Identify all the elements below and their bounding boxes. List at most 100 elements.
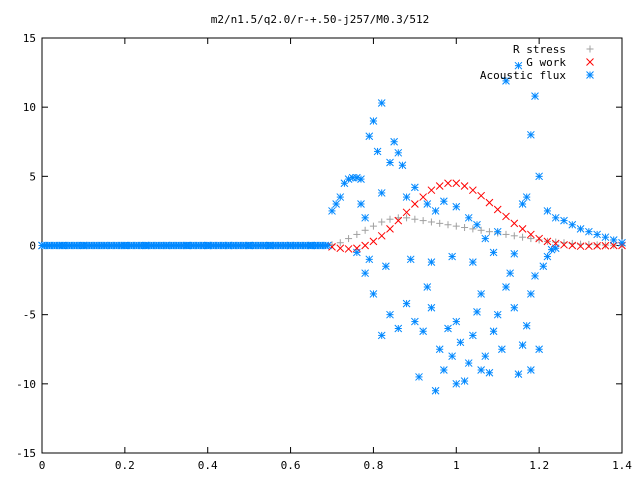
data-point [452, 317, 461, 326]
data-point [419, 217, 427, 225]
data-point [539, 262, 548, 271]
data-point [489, 327, 498, 336]
data-point [336, 193, 345, 201]
data-point [382, 262, 390, 271]
data-point [377, 189, 386, 197]
data-point [514, 370, 523, 379]
data-point [585, 242, 593, 251]
data-point [485, 228, 493, 236]
data-point [394, 148, 403, 157]
data-point [369, 222, 377, 230]
data-point [369, 237, 378, 246]
y-tick-label: 5 [29, 170, 36, 183]
data-point [593, 242, 601, 250]
data-point [411, 317, 419, 326]
y-tick-label: -15 [16, 447, 36, 460]
data-point [377, 331, 386, 340]
data-point [522, 193, 531, 201]
data-point [444, 179, 452, 188]
data-point [452, 379, 461, 388]
data-point [481, 234, 490, 243]
data-point [469, 258, 477, 266]
data-point [593, 241, 601, 249]
data-point [502, 283, 510, 291]
data-point [477, 226, 485, 234]
data-point [547, 245, 556, 254]
data-point [427, 218, 435, 226]
data-point [502, 77, 510, 85]
data-point [419, 327, 427, 336]
data-point [531, 92, 539, 100]
data-point [514, 61, 523, 70]
data-point [560, 216, 568, 225]
data-point [402, 299, 411, 308]
data-point [419, 193, 427, 201]
data-point [510, 249, 519, 258]
data-point [411, 183, 419, 192]
data-point [353, 248, 361, 257]
data-point [406, 255, 415, 264]
data-point [477, 366, 485, 374]
data-point [489, 248, 498, 257]
data-point [551, 244, 560, 253]
data-point [435, 345, 444, 354]
data-point [386, 225, 394, 233]
legend-marker [586, 45, 594, 53]
data-point [518, 200, 527, 208]
data-point [456, 338, 465, 347]
data-point [377, 231, 386, 240]
data-point [394, 216, 403, 225]
legend-label: R stress [513, 43, 566, 56]
data-point [427, 258, 436, 266]
data-point [452, 179, 461, 188]
data-point [493, 227, 502, 236]
data-point [436, 219, 444, 227]
legend-marker [586, 71, 594, 79]
data-point [378, 218, 386, 226]
data-point [415, 373, 423, 381]
series-g-work [328, 179, 626, 253]
data-point [477, 191, 485, 200]
data-point [398, 161, 407, 170]
data-point [527, 366, 535, 374]
data-point [353, 230, 361, 238]
data-point [427, 186, 436, 195]
data-point [402, 208, 411, 217]
data-point [543, 252, 552, 261]
data-point [328, 243, 336, 251]
data-point [485, 368, 494, 377]
data-point [448, 252, 456, 261]
data-point [502, 230, 510, 238]
data-point [527, 130, 535, 139]
axis-ticks: 0 0.2 0.4 0.6 0.8 1 1.2 1.4 15 10 5 0 -5 -10 -15 [16, 32, 632, 472]
data-point [345, 235, 353, 243]
data-point [460, 182, 469, 190]
data-point [460, 377, 469, 385]
data-point [321, 241, 330, 250]
data-point [568, 220, 577, 229]
data-point [328, 207, 336, 215]
legend-label: G work [526, 56, 566, 69]
data-point [601, 241, 610, 250]
data-point [411, 215, 419, 223]
data-point [593, 230, 601, 239]
data-point [518, 225, 527, 233]
legend-marker [586, 58, 594, 66]
y-tick-label: 10 [23, 101, 36, 114]
data-point [369, 290, 378, 298]
data-point [481, 352, 490, 361]
data-point [461, 224, 469, 232]
data-point [386, 310, 394, 319]
data-point [585, 227, 593, 236]
data-point [469, 225, 477, 233]
data-point [543, 207, 552, 215]
data-point [576, 242, 585, 251]
x-tick-label: 1 [453, 459, 460, 472]
data-point [365, 132, 374, 141]
data-point [394, 324, 403, 333]
series-acoustic-flux-baseline [38, 241, 330, 250]
data-point [464, 213, 473, 222]
